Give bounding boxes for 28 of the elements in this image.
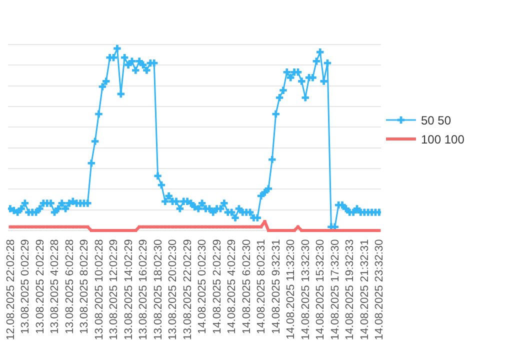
x-tick-label: 14.08.2025 9:32:31 <box>270 239 282 334</box>
x-tick-label: 14.08.2025 4:02:29 <box>226 239 238 334</box>
x-tick-label: 14.08.2025 0:02:30 <box>196 239 209 334</box>
x-tick-label: 13.08.2025 20:02:30 <box>167 239 180 340</box>
x-tick-label: 14.08.2025 11:32:30 <box>285 239 298 340</box>
x-tick-label: 14.08.2025 2:02:29 <box>211 239 224 334</box>
x-tick-label: 13.08.2025 10:02:28 <box>93 239 106 340</box>
x-tick-label: 13.08.2025 6:02:28 <box>64 239 76 334</box>
x-tick-label: 14.08.2025 21:32:31 <box>358 239 371 340</box>
x-tick-label: 14.08.2025 19:32:33 <box>344 239 356 340</box>
x-tick-label: 13.08.2025 18:02:30 <box>152 239 164 340</box>
legend-label: 50 50 <box>421 114 452 128</box>
x-tick-label: 13.08.2025 2:02:29 <box>34 239 46 334</box>
x-tick-label: 14.08.2025 13:32:30 <box>300 239 312 340</box>
x-tick-label: 14.08.2025 15:32:30 <box>314 239 327 340</box>
x-tick-label: 13.08.2025 4:02:28 <box>49 239 62 334</box>
x-tick-label: 13.08.2025 8:02:29 <box>78 239 91 334</box>
x-tick-label: 13.08.2025 0:02:29 <box>20 239 32 334</box>
x-tick-label: 13.08.2025 16:02:29 <box>138 239 150 340</box>
x-tick-label: 13.08.2025 14:02:29 <box>122 239 135 340</box>
x-tick-label: 12.08.2025 22:02:28 <box>4 239 17 340</box>
x-tick-label: 14.08.2025 23:32:30 <box>374 239 386 340</box>
x-tick-label: 13.08.2025 12:02:29 <box>108 239 120 340</box>
x-tick-label: 14.08.2025 8:02:31 <box>256 239 268 334</box>
x-tick-label: 14.08.2025 6:02:30 <box>240 239 253 334</box>
legend-label: 100 100 <box>421 132 465 147</box>
x-tick-label: 13.08.2025 22:02:29 <box>182 239 194 340</box>
x-tick-label: 14.08.2025 17:32:30 <box>329 239 342 340</box>
